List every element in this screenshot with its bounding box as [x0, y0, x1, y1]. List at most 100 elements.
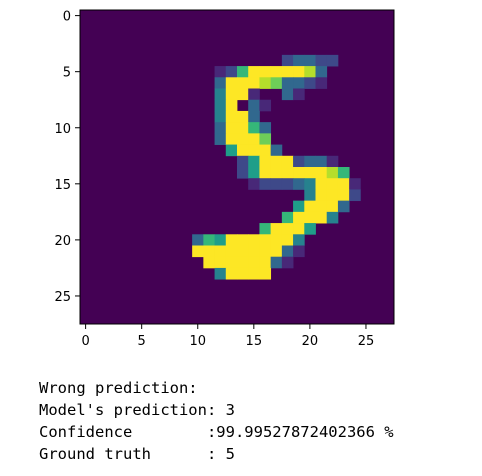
pixel-cell — [293, 178, 305, 190]
pixel-cell — [248, 110, 260, 123]
pixel-cell — [281, 167, 294, 179]
pixel-cell — [225, 267, 238, 280]
pixel-cell — [259, 122, 272, 134]
pixel-cell — [270, 178, 283, 190]
pixel-cell — [293, 223, 305, 235]
pixel-cell — [237, 167, 249, 179]
pixel-cell — [349, 189, 361, 202]
pixel-cell — [293, 245, 305, 258]
pixel-cell — [270, 77, 283, 89]
x-tick-label: 10 — [189, 334, 206, 349]
pixel-cell — [293, 211, 305, 224]
pixel-cell — [281, 223, 294, 235]
pixel-cell — [225, 144, 238, 157]
pixel-cell — [225, 99, 238, 112]
y-tick-label: 0 — [63, 10, 71, 25]
model-prediction-line: Model's prediction: 3 — [39, 401, 235, 419]
pixel-cell — [304, 54, 316, 67]
pixel-cell — [248, 234, 260, 246]
y-tick-label: 20 — [54, 234, 71, 249]
pixel-cell — [337, 167, 350, 179]
pixel-cell — [237, 110, 249, 123]
pixel-cell — [281, 234, 294, 246]
pixel-cell — [337, 178, 350, 190]
pixel-cell — [281, 77, 294, 89]
pixel-cell — [293, 88, 305, 101]
pixel-cell — [349, 178, 361, 190]
y-axis: 0 5 10 15 20 25 — [54, 10, 80, 305]
x-tick-label: 20 — [302, 334, 319, 349]
pixel-cell — [192, 245, 204, 258]
pixel-cell — [214, 88, 227, 101]
pixel-cell — [237, 267, 249, 280]
pixel-cell — [281, 245, 294, 258]
pixel-cell — [259, 245, 272, 258]
pixel-cell — [270, 144, 283, 157]
pixel-cell — [326, 155, 339, 168]
axes-frame — [79, 9, 395, 325]
pixel-cell — [315, 77, 328, 89]
pixel-cell — [337, 200, 350, 213]
pixel-cell — [304, 189, 316, 202]
pixel-cell — [237, 144, 249, 157]
pixel-cell — [237, 77, 249, 89]
y-tick-label: 5 — [63, 66, 71, 81]
pixel-cell — [259, 99, 272, 112]
pixel-cell — [270, 256, 283, 269]
pixel-cell — [304, 167, 316, 179]
pixel-cell — [304, 200, 316, 213]
pixel-cell — [326, 178, 339, 190]
pixel-cell — [203, 245, 215, 258]
pixel-cell — [315, 200, 328, 213]
pixel-cell — [270, 234, 283, 246]
axes-border — [79, 9, 395, 325]
wrong-prediction-line: Wrong prediction: — [39, 379, 198, 397]
pixel-cell — [248, 122, 260, 134]
y-tick-label: 25 — [54, 290, 71, 305]
pixel-cell — [281, 256, 294, 269]
pixel-cell — [304, 223, 316, 235]
pixel-cell — [293, 167, 305, 179]
pixel-cell — [237, 155, 249, 168]
pixel-cell — [259, 155, 272, 168]
pixel-cell — [259, 256, 272, 269]
pixel-cell — [248, 167, 260, 179]
pixel-cell — [304, 211, 316, 224]
pixel-cell — [270, 155, 283, 168]
pixel-cell — [237, 234, 249, 246]
pixel-cell — [259, 167, 272, 179]
pixel-cell — [315, 178, 328, 190]
pixel-cell — [248, 99, 260, 112]
pixel-cell — [259, 223, 272, 235]
pixel-cell — [248, 256, 260, 269]
pixel-cell — [214, 66, 227, 78]
pixel-cell — [315, 155, 328, 168]
x-tick-label: 25 — [358, 334, 375, 349]
pixel-cell — [293, 54, 305, 67]
x-tick-label: 15 — [246, 334, 263, 349]
pixel-cell — [237, 122, 249, 134]
pixel-cell — [237, 88, 249, 101]
pixel-cell — [248, 88, 260, 101]
pixel-cell — [304, 178, 316, 190]
pixel-cell — [225, 110, 238, 123]
confidence-line: Confidence :99.99527872402366 % — [39, 423, 394, 441]
pixel-cell — [270, 167, 283, 179]
pixel-cell — [293, 200, 305, 213]
pixel-cell — [214, 133, 227, 145]
pixel-cell — [259, 133, 272, 145]
pixel-cell — [304, 155, 316, 168]
pixel-cell — [326, 200, 339, 213]
pixel-cell — [315, 167, 328, 179]
pixel-cell — [225, 77, 238, 89]
pixel-cell — [259, 66, 272, 78]
pixel-cell — [225, 122, 238, 134]
pixel-cell — [248, 77, 260, 89]
pixel-cell — [315, 66, 328, 78]
pixel-cell — [237, 133, 249, 145]
pixel-cell — [281, 155, 294, 168]
prediction-output-text: Wrong prediction: Model's prediction: 3 Co… — [39, 377, 394, 465]
pixel-cell — [270, 245, 283, 258]
pixel-cell — [259, 77, 272, 89]
